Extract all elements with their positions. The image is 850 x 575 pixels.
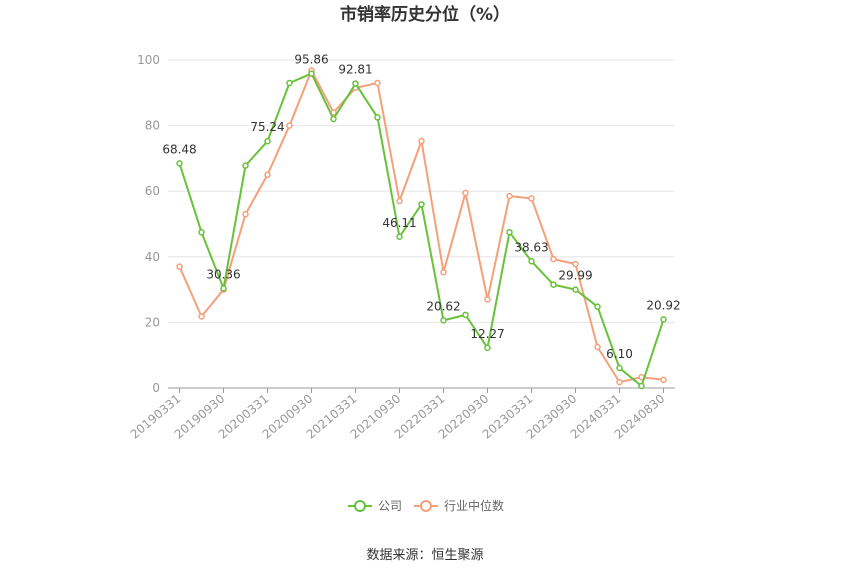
legend-item-industry-median[interactable]: 行业中位数 bbox=[414, 498, 504, 513]
data-point-company[interactable] bbox=[264, 137, 271, 145]
data-point-company[interactable] bbox=[550, 281, 557, 288]
data-point-industry-median[interactable] bbox=[374, 79, 381, 87]
data-label: 92.81 bbox=[338, 63, 372, 77]
series-line-industry-median bbox=[178, 69, 664, 384]
grid-layer bbox=[168, 59, 675, 323]
data-point-industry-median[interactable] bbox=[242, 210, 249, 218]
data-point-company[interactable] bbox=[572, 286, 579, 293]
data-point-company[interactable] bbox=[374, 114, 381, 121]
data-point-industry-median[interactable] bbox=[198, 313, 205, 320]
data-point-company[interactable] bbox=[616, 364, 623, 372]
data-point-industry-median[interactable] bbox=[484, 296, 491, 303]
data-point-industry-median[interactable] bbox=[286, 122, 293, 129]
data-point-company[interactable] bbox=[396, 233, 403, 241]
data-point-industry-median[interactable] bbox=[550, 255, 557, 263]
data-label: 6.10 bbox=[606, 347, 633, 361]
data-label: 46.11 bbox=[382, 216, 416, 230]
data-point-industry-median[interactable] bbox=[418, 137, 425, 145]
y-tick-label: 80 bbox=[145, 119, 160, 133]
legend-label-company: 公司 bbox=[378, 499, 402, 513]
data-label: 68.48 bbox=[162, 142, 196, 156]
data-point-industry-median[interactable] bbox=[462, 189, 469, 197]
data-point-company[interactable] bbox=[352, 80, 359, 87]
data-point-industry-median[interactable] bbox=[528, 195, 535, 202]
data-point-company[interactable] bbox=[286, 79, 293, 87]
data-point-company[interactable] bbox=[638, 382, 645, 390]
data-point-industry-median[interactable] bbox=[440, 268, 447, 276]
chart-title: 市销率历史分位（%） bbox=[340, 4, 510, 25]
data-point-industry-median[interactable] bbox=[506, 192, 513, 200]
data-label: 20.92 bbox=[646, 298, 680, 312]
source-note: 数据来源：恒生聚源 bbox=[366, 548, 483, 563]
data-point-industry-median[interactable] bbox=[616, 378, 623, 386]
y-tick-label: 40 bbox=[145, 250, 160, 264]
data-label: 95.86 bbox=[294, 53, 328, 67]
data-point-industry-median[interactable] bbox=[572, 260, 579, 268]
y-tick-label: 60 bbox=[145, 184, 160, 198]
y-tick-label: 100 bbox=[137, 53, 160, 67]
legend-label-industry-median: 行业中位数 bbox=[444, 498, 504, 513]
y-tick-label: 20 bbox=[145, 315, 160, 329]
series-layer bbox=[176, 67, 667, 390]
legend: 公司 行业中位数 bbox=[348, 498, 504, 513]
y-tick-label: 0 bbox=[152, 381, 160, 395]
data-label: 12.27 bbox=[470, 327, 504, 341]
data-point-industry-median[interactable] bbox=[176, 263, 183, 270]
data-point-company[interactable] bbox=[660, 316, 667, 323]
data-point-company[interactable] bbox=[176, 160, 183, 167]
data-point-company[interactable] bbox=[242, 162, 249, 169]
legend-item-company[interactable]: 公司 bbox=[348, 499, 402, 513]
data-point-industry-median[interactable] bbox=[660, 376, 667, 384]
data-label: 29.99 bbox=[558, 269, 592, 283]
data-point-company[interactable] bbox=[462, 311, 469, 319]
data-point-company[interactable] bbox=[330, 115, 337, 123]
axis-layer: 0204060801002019033120190930202003312020… bbox=[128, 53, 675, 442]
data-point-company[interactable] bbox=[198, 228, 205, 236]
data-label: 30.36 bbox=[206, 267, 240, 281]
data-point-industry-median[interactable] bbox=[594, 343, 601, 351]
data-point-industry-median[interactable] bbox=[264, 171, 271, 179]
data-point-company[interactable] bbox=[594, 303, 601, 310]
legend-marker-industry-median bbox=[420, 500, 432, 512]
data-point-company[interactable] bbox=[418, 201, 425, 208]
data-label: 38.63 bbox=[514, 240, 548, 254]
data-point-company[interactable] bbox=[308, 70, 315, 77]
data-label: 75.24 bbox=[250, 120, 284, 134]
data-point-company[interactable] bbox=[220, 285, 227, 292]
data-point-company[interactable] bbox=[484, 344, 491, 352]
data-point-company[interactable] bbox=[528, 258, 535, 265]
data-point-industry-median[interactable] bbox=[396, 197, 403, 205]
data-label: 20.62 bbox=[426, 299, 460, 313]
label-layer: 68.48 30.36 75.24 95.86 92.81 46.11 20.62 12.27… bbox=[162, 53, 680, 361]
data-point-company[interactable] bbox=[506, 228, 513, 236]
data-point-company[interactable] bbox=[440, 317, 447, 324]
legend-marker-company bbox=[354, 500, 366, 512]
